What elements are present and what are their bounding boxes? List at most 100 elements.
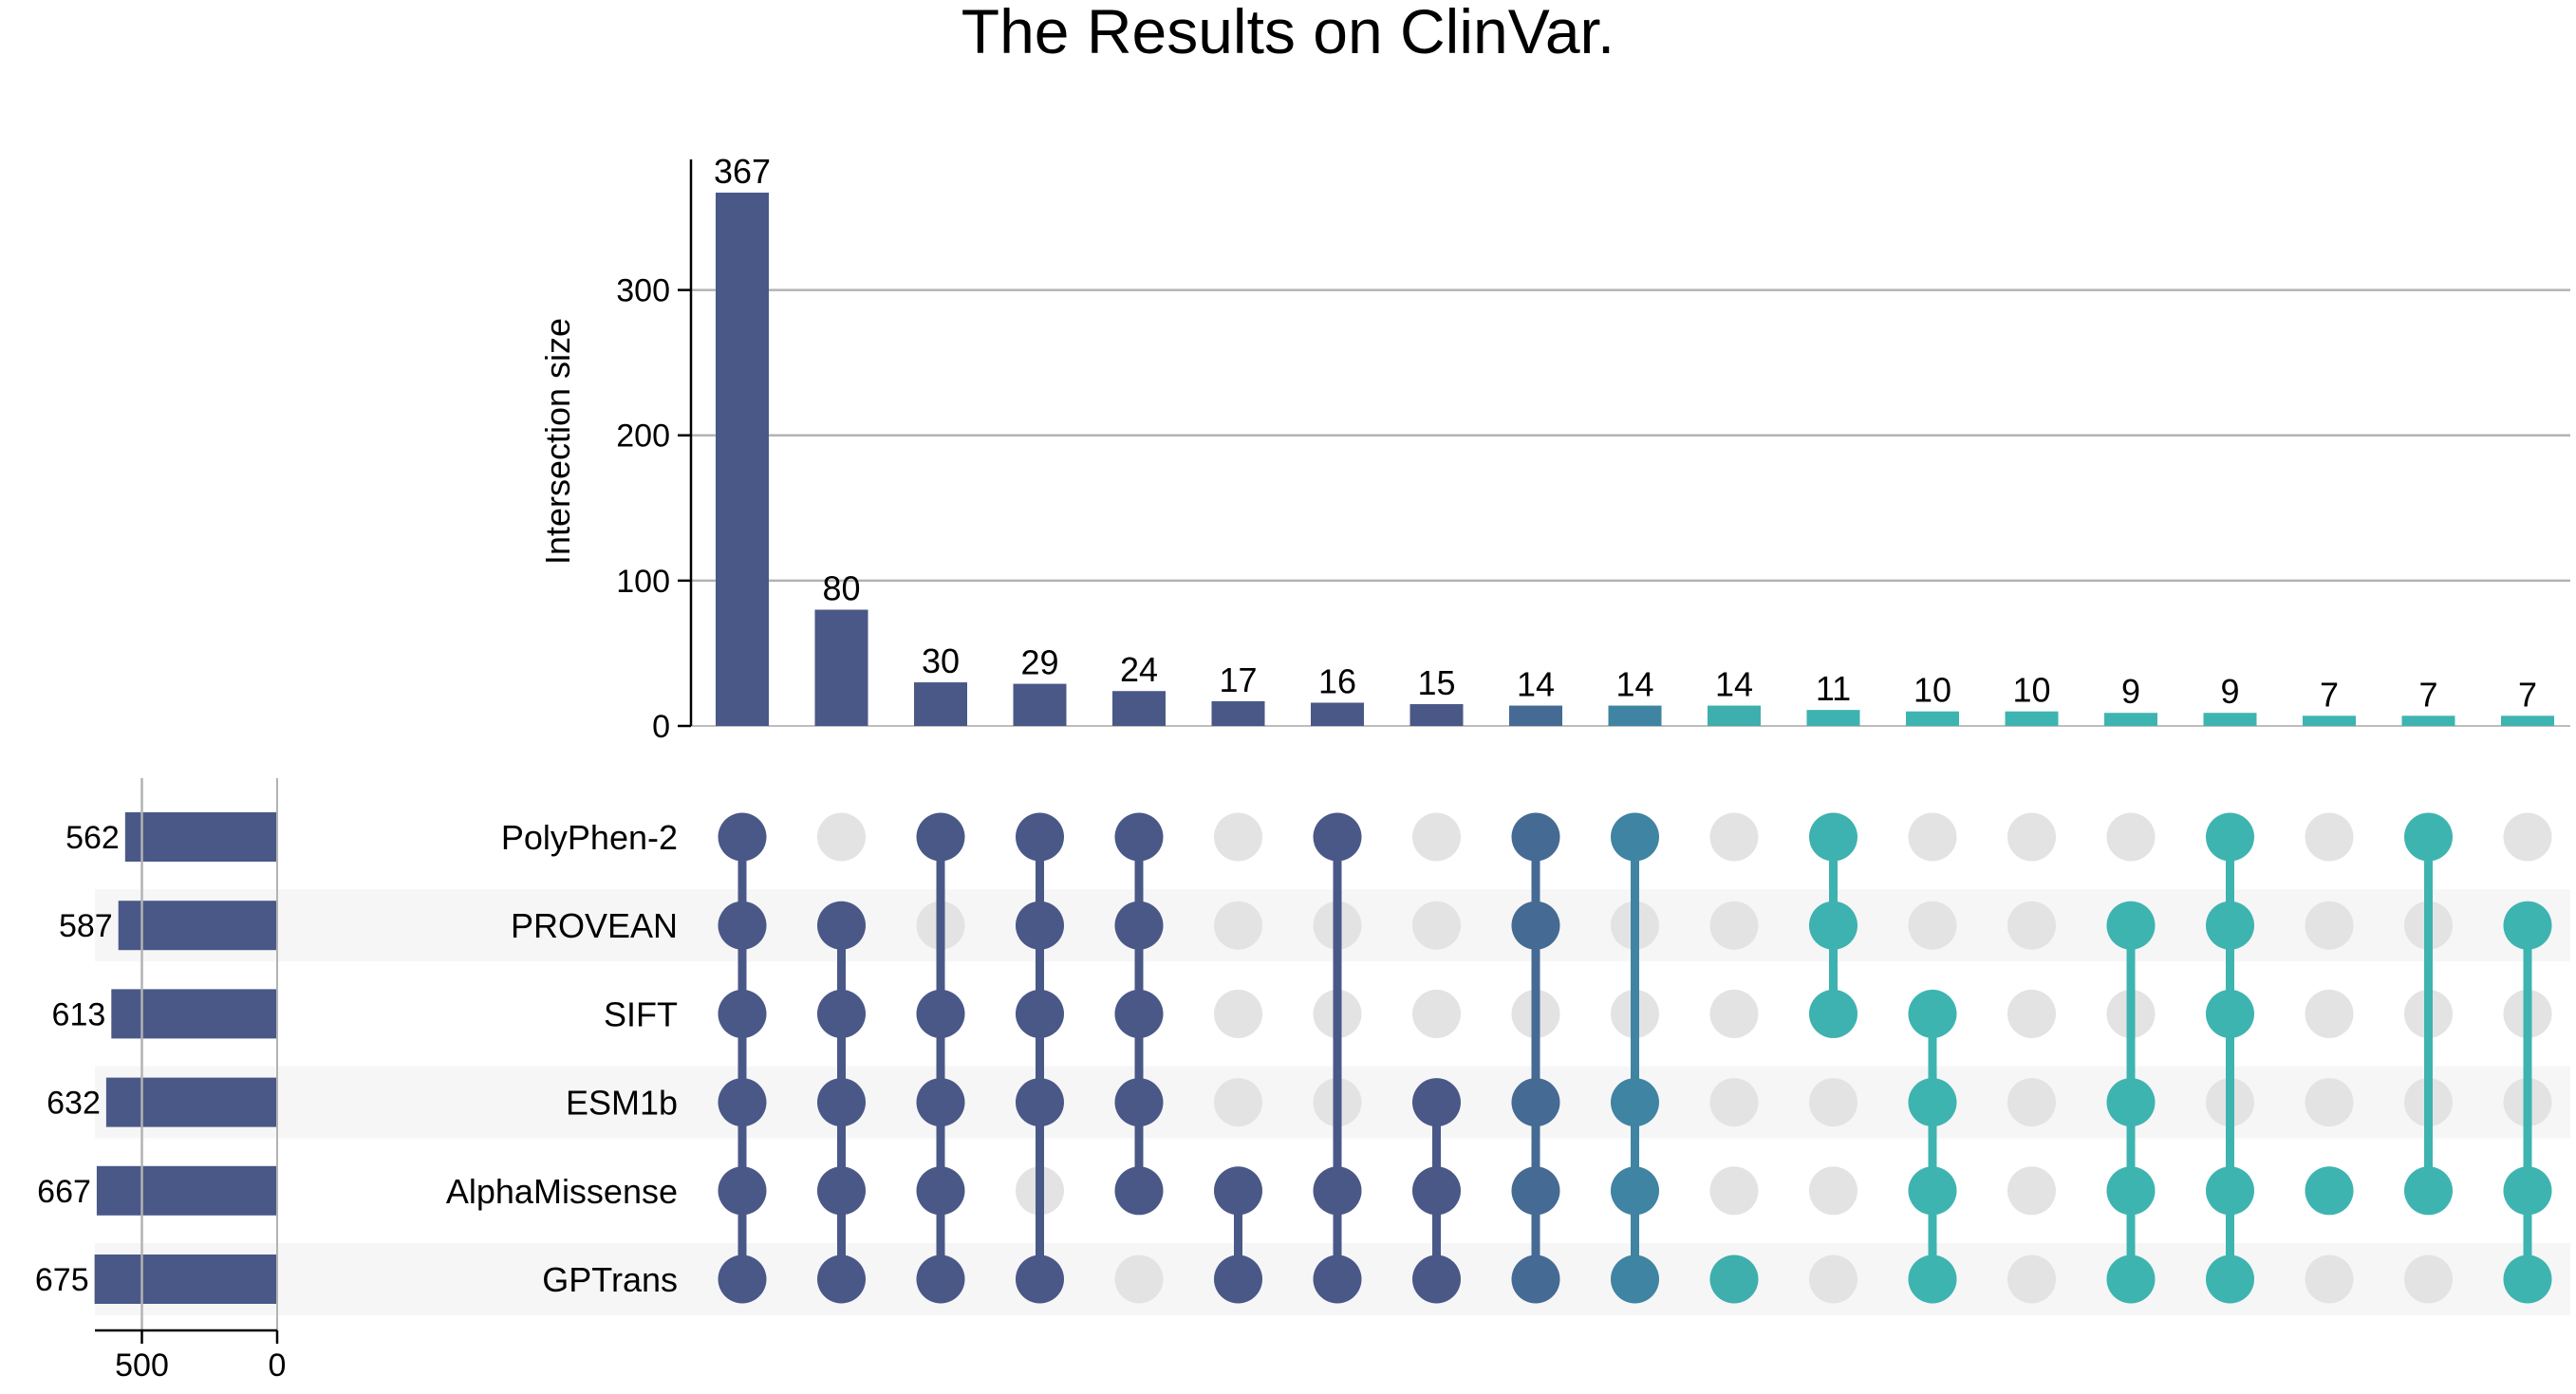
intersection-size-label: 10 <box>2012 671 2050 710</box>
active-dot <box>1313 1255 1362 1304</box>
intersection-bar <box>914 682 967 726</box>
set-size-bar <box>105 1077 277 1127</box>
active-dot <box>817 901 866 950</box>
inactive-dot <box>1908 901 1957 950</box>
active-dot <box>916 812 965 862</box>
active-dot <box>1114 989 1164 1038</box>
inactive-dot <box>1214 1078 1262 1127</box>
intersection-bar <box>1311 702 1364 726</box>
chart-title: The Results on ClinVar. <box>961 0 1615 66</box>
active-dot <box>1611 1078 1659 1127</box>
intersection-bar <box>1708 705 1761 726</box>
intersection-size-label: 30 <box>922 641 960 680</box>
active-dot <box>2206 989 2254 1038</box>
set-labels: PolyPhen-2 PROVEAN SIFT ESM1b AlphaMissense G… <box>446 818 678 1299</box>
set-size-bar <box>118 901 277 951</box>
active-dot <box>2206 1166 2254 1216</box>
active-dot <box>2503 1255 2552 1304</box>
set-label: SIFT <box>604 994 678 1033</box>
active-dot <box>1611 812 1659 862</box>
active-dot <box>1611 1255 1659 1304</box>
active-dot <box>1511 812 1560 862</box>
intersection-size-label: 7 <box>2418 675 2437 714</box>
active-dot <box>1908 1255 1957 1304</box>
active-dot <box>1511 1255 1560 1304</box>
active-dot <box>2106 901 2156 950</box>
active-dot <box>1016 1078 1064 1127</box>
intersection-size-label: 367 <box>714 152 771 191</box>
intersection-size-label: 7 <box>2320 675 2339 714</box>
intersection-size-label: 9 <box>2220 672 2239 711</box>
inactive-dot <box>2007 812 2056 862</box>
active-dot <box>1114 1078 1164 1127</box>
intersection-size-label: 11 <box>1816 669 1851 708</box>
intersection-size-label: 10 <box>1913 671 1951 710</box>
set-label: ESM1b <box>566 1084 678 1123</box>
active-dot <box>2106 1078 2156 1127</box>
active-dot <box>1908 989 1957 1038</box>
intersection-size-label: 14 <box>1615 665 1653 704</box>
inactive-dot <box>1214 812 1262 862</box>
intersection-bar <box>1806 710 1860 726</box>
inactive-dot <box>2305 989 2354 1038</box>
active-dot <box>1412 1078 1461 1127</box>
active-dot <box>1709 1255 1759 1304</box>
set-size-bar <box>124 812 277 862</box>
active-dot <box>2206 1255 2254 1304</box>
inactive-dot <box>1412 812 1461 862</box>
set-size-bars: 562 587 613 632 667 675 500 0 <box>35 778 286 1384</box>
intersection-bar <box>716 193 769 726</box>
active-dot <box>916 989 965 1038</box>
inactive-dot <box>2007 901 2056 950</box>
set-label: PROVEAN <box>511 906 678 945</box>
y-tick-label: 100 <box>616 564 670 600</box>
active-dot <box>1908 1078 1957 1127</box>
y-axis-label: Intersection size <box>538 318 577 565</box>
intersection-bar <box>2501 716 2554 726</box>
y-tick-label: 0 <box>652 709 670 745</box>
intersection-size-label: 29 <box>1020 643 1058 682</box>
gridlines <box>691 288 2570 727</box>
active-dot <box>718 989 767 1038</box>
active-dot <box>1511 901 1560 950</box>
intersection-size-label: 80 <box>822 568 860 607</box>
set-size-tick-label: 500 <box>115 1348 169 1384</box>
active-dot <box>1214 1166 1262 1216</box>
set-size-label: 632 <box>47 1086 101 1122</box>
intersection-size-label: 7 <box>2518 675 2537 714</box>
inactive-dot <box>1412 989 1461 1038</box>
inactive-dot <box>1709 1166 1759 1216</box>
intersection-bar <box>814 609 868 726</box>
active-dot <box>1114 901 1164 950</box>
active-dot <box>718 1166 767 1216</box>
inactive-dot <box>2007 1078 2056 1127</box>
inactive-dot <box>1709 812 1759 862</box>
active-dot <box>1908 1166 1957 1216</box>
active-dot <box>1809 812 1857 862</box>
set-size-label: 667 <box>37 1174 91 1210</box>
set-size-bar <box>96 1165 277 1216</box>
y-tick-label: 200 <box>616 418 670 455</box>
active-dot <box>817 1078 866 1127</box>
inactive-dot <box>2007 1255 2056 1304</box>
set-label: AlphaMissense <box>446 1172 678 1211</box>
active-dot <box>2503 1166 2552 1216</box>
intersection-size-label: 17 <box>1219 660 1257 699</box>
active-dot <box>1016 989 1064 1038</box>
inactive-dot <box>1809 1255 1857 1304</box>
inactive-dot <box>1709 989 1759 1038</box>
intersection-bar <box>2303 716 2356 726</box>
active-dot <box>2503 901 2552 950</box>
intersection-size-label: 14 <box>1517 665 1555 704</box>
inactive-dot <box>1709 901 1759 950</box>
active-dot <box>718 901 767 950</box>
intersection-bar <box>1211 700 1265 726</box>
inactive-dot <box>1709 1078 1759 1127</box>
inactive-dot <box>1412 901 1461 950</box>
set-size-label: 562 <box>65 820 120 856</box>
active-dot <box>1412 1166 1461 1216</box>
inactive-dot <box>2404 1255 2453 1304</box>
inactive-dot <box>1809 1078 1857 1127</box>
intersection-bar <box>1906 711 1959 726</box>
